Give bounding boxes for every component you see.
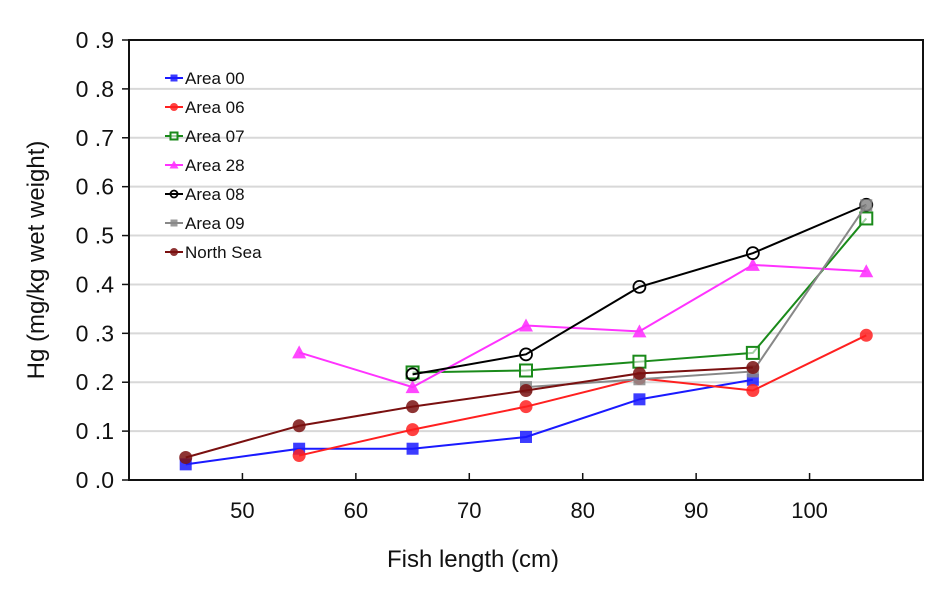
- data-point: [632, 354, 647, 369]
- legend-label: Area 00: [185, 69, 245, 88]
- x-tick-label: 90: [684, 498, 708, 523]
- data-point: [746, 361, 760, 375]
- y-tick-label: 0 .7: [76, 125, 114, 151]
- data-point: [859, 264, 874, 278]
- data-point: [745, 246, 760, 261]
- legend-label: Area 06: [185, 98, 245, 117]
- data-point: [632, 279, 647, 294]
- legend-item: Area 07: [165, 127, 245, 146]
- legend-item: Area 00: [165, 69, 245, 88]
- y-axis: 0 .0 0 .1 0 .2 0 .3 0 .4 0 .5 0 .6 0 .7 0 .8 0 .9: [76, 27, 129, 493]
- data-point: [519, 363, 533, 378]
- data-point: [632, 324, 647, 338]
- data-point: [405, 367, 420, 382]
- data-point: [859, 328, 873, 342]
- y-tick-label: 0 .6: [76, 174, 114, 200]
- legend-marker: [170, 219, 178, 227]
- legend-item: Area 06: [165, 98, 245, 117]
- legend-label: North Sea: [185, 243, 262, 262]
- data-point: [292, 449, 306, 463]
- data-point: [179, 451, 193, 465]
- series-line: [185, 378, 754, 466]
- legend-item: Area 28: [165, 156, 245, 175]
- series-layer: [179, 197, 874, 471]
- data-point: [292, 345, 307, 359]
- x-tick-label: 60: [344, 498, 368, 523]
- series-line: [185, 366, 753, 459]
- data-point: [745, 257, 760, 271]
- data-point: [406, 442, 419, 455]
- y-tick-label: 0 .9: [76, 27, 114, 53]
- x-axis-title: Fish length (cm): [387, 546, 559, 573]
- x-tick-label: 50: [230, 498, 254, 523]
- data-point: [859, 211, 874, 226]
- series-area-28: [292, 257, 874, 394]
- legend-item: North Sea: [165, 243, 262, 262]
- data-point: [406, 400, 420, 414]
- legend-marker: [169, 189, 179, 199]
- data-point: [860, 199, 873, 212]
- y-axis-title: Hg (mg/kg wet weight): [23, 141, 50, 380]
- data-point: [406, 423, 420, 437]
- data-point: [519, 318, 533, 332]
- series-area-00: [179, 373, 759, 471]
- data-point: [520, 430, 532, 443]
- series-area-06: [292, 328, 873, 463]
- legend: Area 00 Area 06 Area 07 Area 28 Area 08 Area …: [165, 69, 262, 262]
- legend-marker: [169, 160, 179, 169]
- data-point: [633, 393, 646, 406]
- legend-label: Area 09: [185, 214, 245, 233]
- x-axis: 50 60 70 80 90 100: [230, 473, 828, 523]
- series-line: [412, 203, 867, 376]
- data-point: [519, 400, 533, 414]
- series-north-sea: [179, 361, 760, 465]
- series-area-08: [405, 197, 874, 382]
- legend-marker: [170, 248, 178, 256]
- legend-label: Area 07: [185, 127, 245, 146]
- y-tick-label: 0 .5: [76, 223, 114, 249]
- series-line: [298, 334, 867, 457]
- y-tick-label: 0 .2: [76, 369, 114, 395]
- data-point: [632, 366, 646, 380]
- legend-label: Area 08: [185, 185, 245, 204]
- legend-marker: [170, 74, 178, 82]
- legend-marker: [169, 131, 179, 141]
- x-tick-label: 80: [570, 498, 594, 523]
- data-point: [746, 384, 760, 398]
- legend-item: Area 08: [165, 185, 245, 204]
- legend-item: Area 09: [165, 214, 245, 233]
- data-point: [405, 380, 420, 394]
- y-tick-label: 0 .3: [76, 320, 114, 346]
- plot-frame: [128, 39, 924, 481]
- series-line: [525, 204, 868, 389]
- x-tick-label: 70: [457, 498, 481, 523]
- y-tick-label: 0 .4: [76, 271, 115, 297]
- legend-label: Area 28: [185, 156, 245, 175]
- legend-marker: [170, 103, 178, 111]
- y-tick-label: 0 .1: [76, 418, 114, 444]
- gridlines: [129, 87, 923, 433]
- series-area-09: [520, 199, 873, 394]
- series-line: [298, 263, 867, 389]
- y-tick-label: 0 .8: [76, 76, 114, 102]
- data-point: [519, 384, 533, 398]
- y-tick-label: 0 .0: [76, 467, 114, 493]
- data-point: [519, 347, 533, 362]
- x-tick-label: 100: [791, 498, 828, 523]
- data-point: [745, 345, 760, 360]
- data-point: [292, 419, 306, 433]
